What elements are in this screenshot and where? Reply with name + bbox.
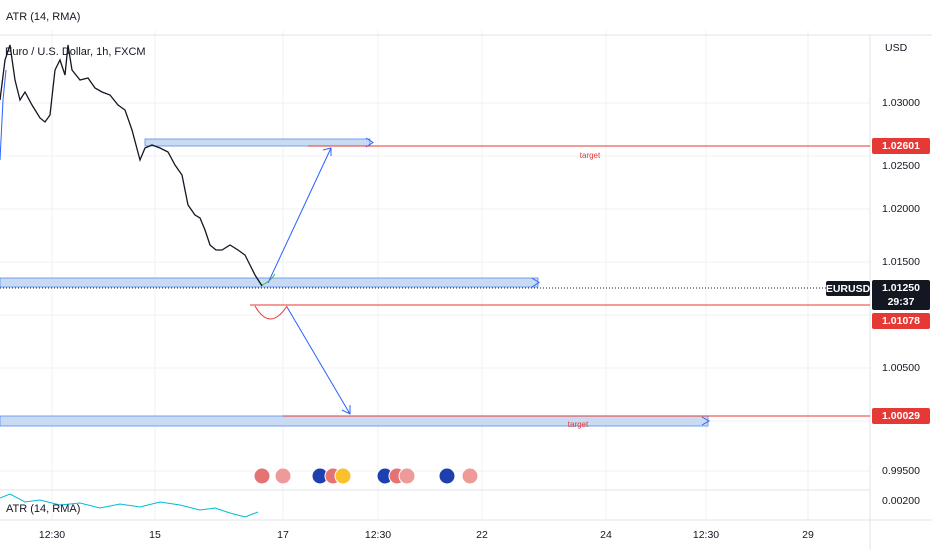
- time-label: 22: [476, 529, 488, 541]
- price-tag: 1.01250: [882, 282, 920, 294]
- countdown: 29:37: [888, 296, 915, 308]
- zone: [0, 277, 539, 288]
- tag-bg: [872, 408, 930, 424]
- price-label: 1.02000: [882, 203, 920, 215]
- price-series: [0, 69, 7, 161]
- price-label: 0.00200: [882, 495, 920, 507]
- currency: USD: [885, 42, 908, 54]
- symbol-title: Euro / U.S. Dollar, 1h, FXCM: [5, 46, 146, 58]
- price-label: 1.03000: [882, 97, 920, 109]
- time-label: 12:30: [693, 529, 719, 541]
- atr-label: ATR (14, RMA): [6, 503, 80, 515]
- curve: [261, 273, 276, 286]
- up-arrow: [267, 147, 332, 284]
- zone: [144, 138, 371, 147]
- tag-bg: [826, 281, 870, 296]
- time-label: 24: [600, 529, 612, 541]
- time-label: 29: [802, 529, 814, 541]
- tag-bg: [872, 313, 930, 329]
- time-label: 12:30: [39, 529, 65, 541]
- tag-bg: [872, 138, 930, 154]
- grid: [0, 30, 870, 520]
- down-arrow: [286, 306, 351, 415]
- price-series: [0, 44, 263, 287]
- event-icons: [253, 467, 479, 485]
- price-label: 1.01500: [882, 256, 920, 268]
- tag-bg: [872, 280, 930, 310]
- price-label: 1.02500: [882, 160, 920, 172]
- zone: [0, 415, 709, 427]
- time-label: 17: [277, 529, 289, 541]
- price-label: 1.00500: [882, 362, 920, 374]
- indicator-label: ATR (14, RMA): [6, 11, 80, 23]
- price-tag: 1.00029: [882, 410, 920, 422]
- target-label: target: [580, 151, 601, 160]
- price-tag: 1.01078: [882, 315, 920, 327]
- curve: [254, 305, 288, 320]
- symbol-tag: EURUSD: [826, 283, 871, 295]
- atr-line: [0, 493, 259, 518]
- time-label: 15: [149, 529, 161, 541]
- target-label: target: [568, 420, 589, 429]
- price-tag: 1.02601: [882, 140, 920, 152]
- time-label: 12:30: [365, 529, 391, 541]
- price-label: 0.99500: [882, 465, 920, 477]
